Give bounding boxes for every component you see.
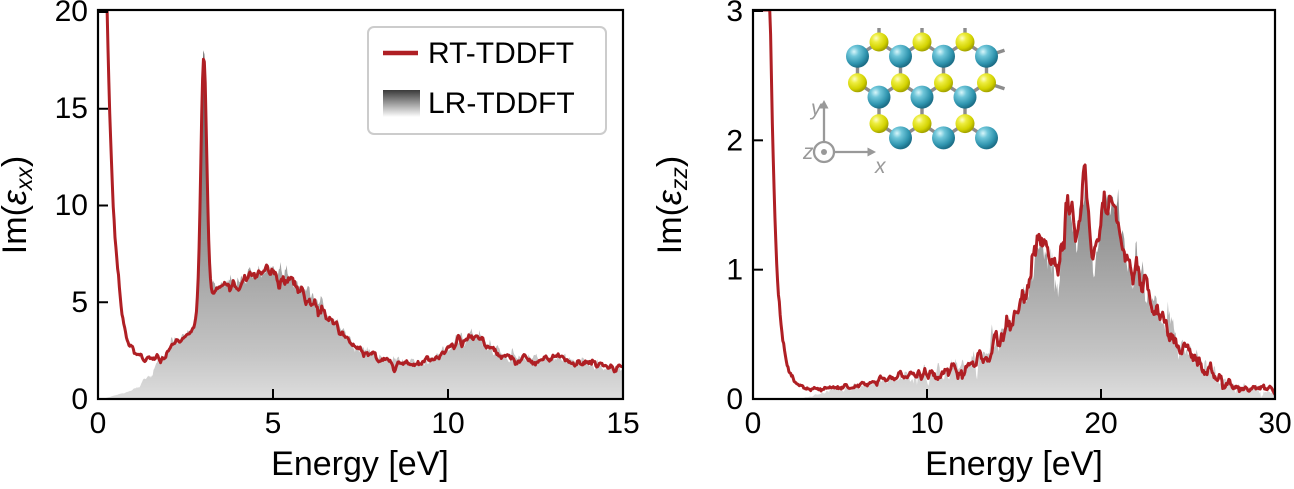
svg-text:0: 0 [745,407,762,440]
svg-text:1: 1 [726,254,743,287]
svg-text:0: 0 [726,383,743,416]
svg-text:15: 15 [55,92,88,125]
svg-text:Energy [eV]: Energy [eV] [925,445,1103,483]
svg-text:20: 20 [55,0,88,28]
svg-text:z: z [802,141,814,164]
svg-text:5: 5 [71,286,88,319]
svg-text:RT-TDDFT: RT-TDDFT [428,37,574,70]
svg-text:30: 30 [1258,407,1291,440]
svg-text:10: 10 [55,189,88,222]
svg-text:LR-TDDFT: LR-TDDFT [428,87,575,120]
svg-text:15: 15 [606,407,639,440]
svg-text:20: 20 [1084,407,1117,440]
svg-text:3: 3 [726,0,743,28]
svg-text:0: 0 [90,407,107,440]
svg-text:5: 5 [265,407,282,440]
svg-text:x: x [874,155,887,178]
svg-text:2: 2 [726,124,743,157]
svg-text:10: 10 [910,407,943,440]
svg-text:10: 10 [431,407,464,440]
svg-text:y: y [809,97,823,120]
svg-text:0: 0 [71,383,88,416]
svg-text:Energy [eV]: Energy [eV] [271,445,449,483]
